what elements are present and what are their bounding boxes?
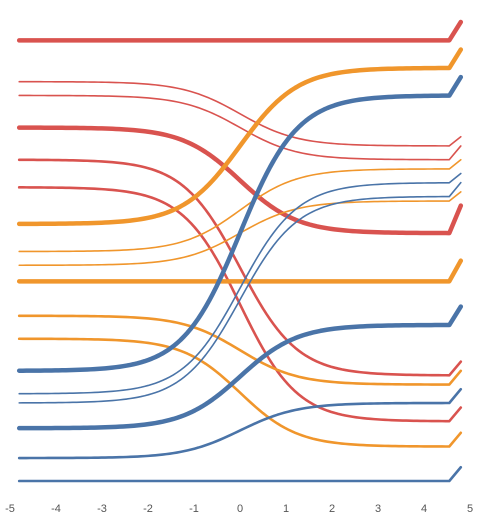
series-line-16 xyxy=(16,304,464,431)
series-line-10 xyxy=(16,258,464,284)
series-lines xyxy=(16,19,464,483)
series-line-18 xyxy=(17,465,463,483)
x-tick-label: -2 xyxy=(143,503,153,515)
x-tick-label: 0 xyxy=(237,503,243,515)
x-tick-label: 5 xyxy=(467,503,473,515)
series-line-13 xyxy=(16,74,464,373)
series-line-17 xyxy=(17,387,463,460)
series-line-4 xyxy=(16,125,464,236)
x-tick-label: 3 xyxy=(375,503,381,515)
x-axis-ticks: -5 -4 -3 -2 -1 0 1 2 3 4 5 xyxy=(5,503,473,515)
series-line-14 xyxy=(18,172,462,395)
series-line-5 xyxy=(17,158,463,377)
x-tick-label: 2 xyxy=(329,503,335,515)
x-tick-label: -4 xyxy=(51,503,61,515)
series-line-3 xyxy=(18,94,462,161)
series-line-1 xyxy=(16,19,464,43)
x-tick-label: 1 xyxy=(283,503,289,515)
series-line-8 xyxy=(18,158,462,253)
series-line-2 xyxy=(18,80,462,147)
x-tick-label: -5 xyxy=(5,503,15,515)
series-line-7 xyxy=(16,47,464,227)
series-line-11 xyxy=(17,314,463,386)
series-line-9 xyxy=(18,191,462,267)
series-line-15 xyxy=(18,181,462,404)
x-tick-label: -1 xyxy=(189,503,199,515)
x-tick-label: 4 xyxy=(421,503,427,515)
series-line-12 xyxy=(17,337,463,448)
x-tick-label: -3 xyxy=(97,503,107,515)
